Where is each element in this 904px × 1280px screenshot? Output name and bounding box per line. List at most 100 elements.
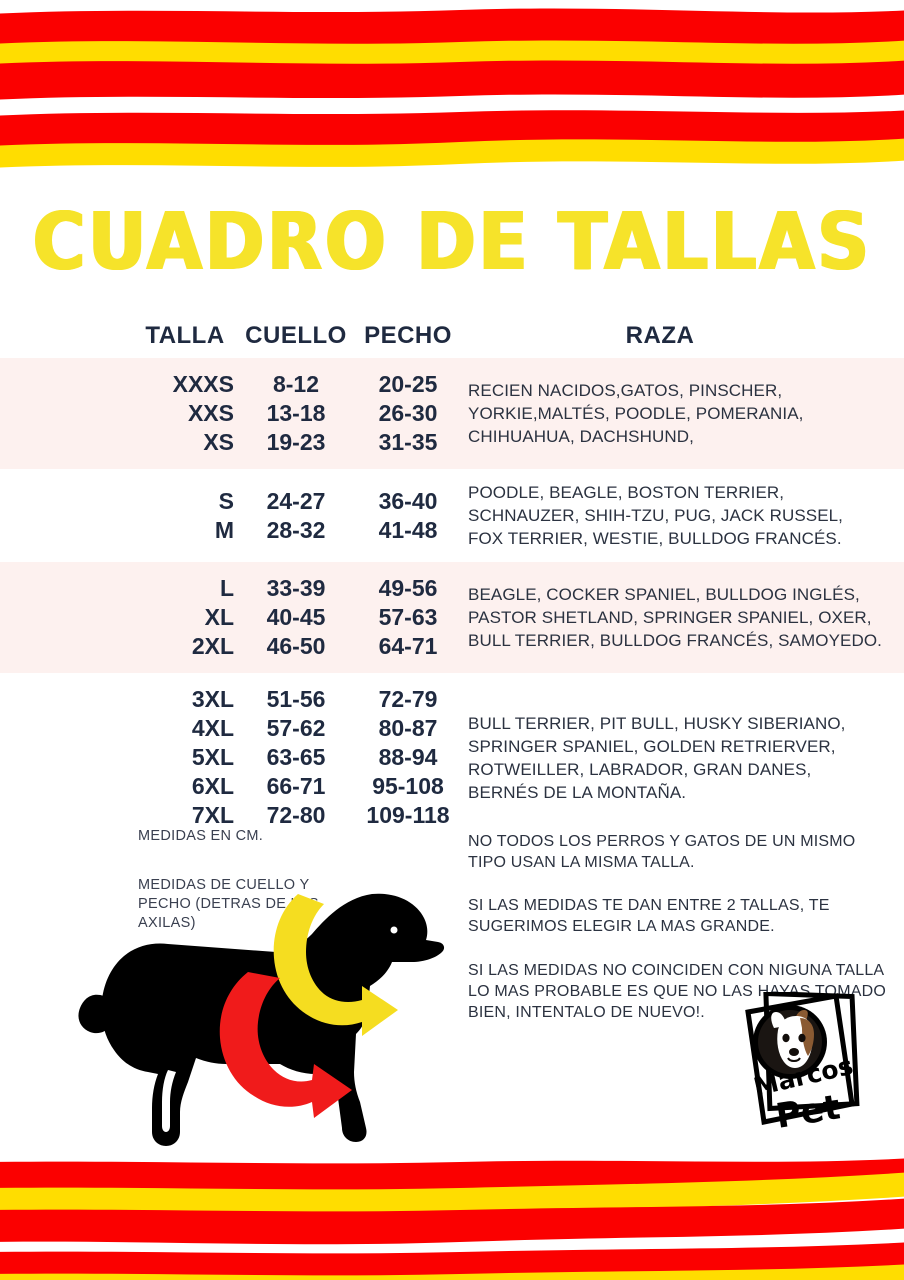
table-header-row: TALLA CUELLO PECHO RAZA — [0, 322, 904, 358]
cell-talla: 2XL — [191, 633, 234, 659]
cell-pecho: 109-118 — [366, 802, 450, 828]
cell-talla: S — [218, 487, 234, 514]
raza-column: BULL TERRIER, PIT BULL, HUSKY SIBERIANO,… — [468, 712, 880, 804]
cell-talla: XL — [204, 604, 234, 630]
cell-pecho: 88-94 — [378, 744, 438, 770]
cell-talla: 7XL — [191, 802, 234, 828]
cell-talla: XXS — [187, 400, 234, 426]
cell-talla: 4XL — [191, 715, 234, 741]
cell-cuello: 46-50 — [266, 633, 326, 659]
size-group-2: S M 24-27 28-32 36-40 41-48 POODLE, BEAGLE, BO… — [0, 469, 904, 562]
logo-dog-portrait — [753, 1005, 827, 1079]
pecho-column: 49-56 57-63 64-71 — [352, 574, 464, 661]
chest-measure-arrow — [219, 972, 352, 1118]
neck-measure-arrow — [273, 894, 398, 1036]
breed-line: SPRINGER SPANIEL, GOLDEN RETRIERVER, — [468, 736, 836, 756]
breed-line: ROTWEILLER, LABRADOR, GRAN DANES, — [468, 759, 812, 779]
dog-measurement-diagram — [76, 876, 446, 1166]
column-header-cuello: CUELLO — [245, 322, 347, 349]
stripe-yellow-2 — [0, 138, 904, 168]
size-group-3: L XL 2XL 33-39 40-45 46-50 49-56 57-63 64-71 BEAG… — [0, 562, 904, 673]
breed-line: SCHNAUZER, SHIH-TZU, PUG, JACK RUSSEL, — [468, 506, 844, 525]
cell-cuello: 66-71 — [266, 773, 326, 799]
bottom-stripe-band — [0, 1152, 904, 1280]
talla-column: XXXS XXS XS — [128, 370, 240, 457]
breed-line: PASTOR SHETLAND, SPRINGER SPANIEL, OXER, — [468, 608, 872, 627]
cell-talla: XXXS — [172, 371, 234, 397]
breed-line: CHIHUAHUA, DACHSHUND, — [468, 427, 694, 446]
cell-cuello: 24-27 — [266, 487, 326, 514]
cell-pecho: 31-35 — [378, 429, 438, 455]
cell-cuello: 51-56 — [266, 686, 326, 712]
cell-pecho: 95-108 — [372, 773, 444, 799]
page-title: CUADRO DE TALLAS — [32, 196, 872, 289]
cuello-column: 8-12 13-18 19-23 — [240, 370, 352, 457]
cell-pecho: 80-87 — [378, 715, 438, 741]
breed-line: RECIEN NACIDOS,GATOS, PINSCHER, — [468, 381, 783, 400]
cell-pecho: 72-79 — [378, 686, 438, 712]
dog-eye — [390, 926, 398, 934]
note-size-varies: NO TODOS LOS PERROS Y GATOS DE UN MISMO … — [468, 833, 856, 871]
cell-talla: 3XL — [191, 686, 234, 712]
stripe-red-6 — [0, 1242, 904, 1280]
cell-talla: M — [214, 516, 234, 543]
note-measurement-location: MEDIDAS DE CUELLO Y PECHO (DETRAS DE LAS… — [138, 877, 319, 931]
cell-cuello: 33-39 — [266, 575, 326, 601]
cell-cuello: 13-18 — [266, 400, 326, 426]
cell-cuello: 63-65 — [266, 744, 326, 770]
breed-line: FOX TERRIER, WESTIE, BULLDOG FRANCÉS. — [468, 529, 842, 548]
cuello-column: 24-27 28-32 — [240, 487, 352, 545]
size-group-1: XXXS XXS XS 8-12 13-18 19-23 20-25 26-30 31-35 RE… — [0, 358, 904, 469]
cell-talla: 6XL — [191, 773, 234, 799]
stripe-red-1 — [0, 8, 904, 50]
cell-pecho: 26-30 — [378, 400, 438, 426]
raza-column: POODLE, BEAGLE, BOSTON TERRIER, SCHNAUZER… — [468, 481, 880, 550]
cell-cuello: 72-80 — [266, 802, 326, 828]
stripe-yellow-4 — [0, 1264, 904, 1280]
pecho-column: 36-40 41-48 — [352, 487, 464, 545]
note-measurement-unit: MEDIDAS EN CM. — [138, 828, 264, 844]
cell-cuello: 28-32 — [266, 516, 326, 543]
stripe-red-2 — [0, 60, 904, 100]
column-header-raza: RAZA — [625, 322, 695, 349]
cell-pecho: 20-25 — [378, 371, 438, 397]
stripe-red-5 — [0, 1198, 904, 1245]
cell-pecho: 64-71 — [378, 633, 438, 659]
cell-pecho: 49-56 — [378, 575, 438, 601]
cell-cuello: 19-23 — [266, 429, 326, 455]
dog-silhouette-icon — [78, 893, 445, 1146]
cuello-column: 33-39 40-45 46-50 — [240, 574, 352, 661]
cell-pecho: 57-63 — [378, 604, 438, 630]
top-stripe-band — [0, 0, 904, 168]
size-table: TALLA CUELLO PECHO RAZA XXXS XXS XS 8-12 13-… — [0, 322, 904, 842]
brand-logo: Marcos Pet — [726, 990, 878, 1144]
breed-line: BULL TERRIER, BULLDOG FRANCÉS, SAMOYEDO. — [468, 631, 882, 650]
cuello-column: 51-56 57-62 63-65 66-71 72-80 — [240, 685, 352, 830]
pecho-column: 20-25 26-30 31-35 — [352, 370, 464, 457]
cell-cuello: 57-62 — [266, 715, 326, 741]
raza-column: RECIEN NACIDOS,GATOS, PINSCHER, YORKIE,MA… — [468, 379, 880, 448]
note-between-sizes: SI LAS MEDIDAS TE DAN ENTRE 2 TALLAS, TE… — [468, 897, 830, 935]
cell-talla: XS — [203, 429, 234, 455]
breed-line: POODLE, BEAGLE, BOSTON TERRIER, — [468, 483, 785, 502]
talla-column: L XL 2XL — [128, 574, 240, 661]
breed-line: BULL TERRIER, PIT BULL, HUSKY SIBERIANO, — [468, 713, 846, 733]
breed-line: YORKIE,MALTÉS, POODLE, POMERANIA, — [468, 404, 804, 423]
cell-cuello: 8-12 — [272, 371, 320, 397]
column-header-talla: TALLA — [145, 322, 225, 349]
cell-pecho: 36-40 — [378, 487, 438, 514]
pecho-column: 72-79 80-87 88-94 95-108 109-118 — [352, 685, 464, 830]
cell-talla: 5XL — [191, 744, 234, 770]
stripe-yellow-3 — [0, 1172, 904, 1217]
column-header-pecho: PECHO — [364, 322, 452, 349]
cell-talla: L — [219, 575, 234, 601]
breed-line: BEAGLE, COCKER SPANIEL, BULLDOG INGLÉS, — [468, 585, 860, 604]
logo-word-bottom: Pet — [773, 1087, 843, 1137]
cell-pecho: 41-48 — [378, 516, 438, 543]
size-group-4: 3XL 4XL 5XL 6XL 7XL 51-56 57-62 63-65 66-71 72-80… — [0, 673, 904, 842]
talla-column: 3XL 4XL 5XL 6XL 7XL — [128, 685, 240, 830]
raza-column: BEAGLE, COCKER SPANIEL, BULLDOG INGLÉS, P… — [468, 583, 882, 652]
cell-cuello: 40-45 — [266, 604, 326, 630]
breed-line: BERNÉS DE LA MONTAÑA. — [468, 782, 687, 802]
